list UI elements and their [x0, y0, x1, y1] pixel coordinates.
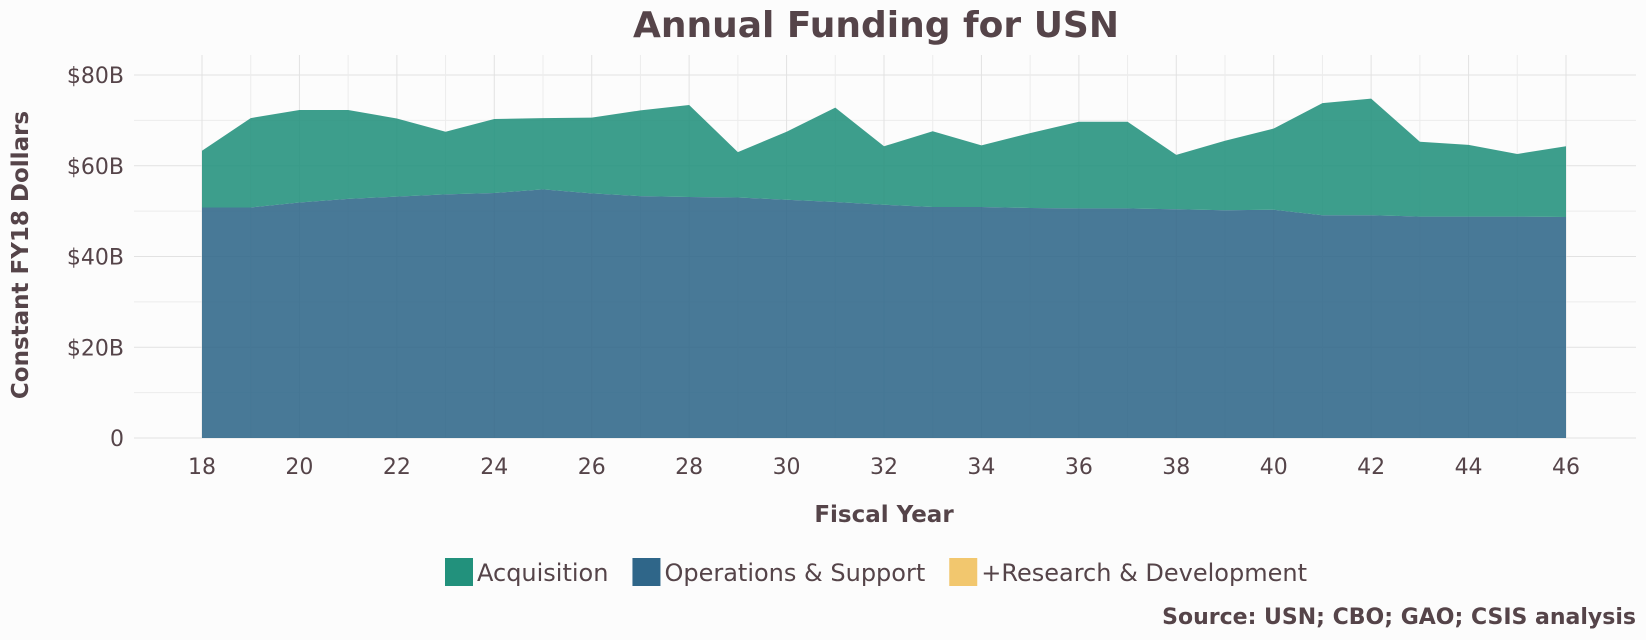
- x-tick-label: 22: [383, 455, 411, 480]
- y-axis-ticks: 0 $20B $40B $60B $80B: [67, 64, 124, 452]
- x-tick-label: 32: [870, 455, 898, 480]
- legend-label: Operations & Support: [664, 559, 925, 587]
- x-tick-label: 46: [1552, 455, 1580, 480]
- x-axis-title: Fiscal Year: [814, 502, 954, 528]
- legend-label: Acquisition: [477, 559, 608, 587]
- x-tick-label: 28: [675, 455, 703, 480]
- y-tick-label: 0: [110, 427, 124, 452]
- source-caption: Source: USN; CBO; GAO; CSIS analysis: [1162, 605, 1636, 630]
- legend-item: Operations & Support: [632, 558, 925, 587]
- legend-swatch: [632, 558, 661, 586]
- legend-item: +Research & Development: [949, 558, 1307, 587]
- chart-title: Annual Funding for USN: [633, 5, 1119, 46]
- x-tick-label: 34: [967, 455, 995, 480]
- y-tick-label: $40B: [67, 246, 124, 271]
- legend-item: Acquisition: [445, 558, 608, 587]
- y-tick-label: $60B: [67, 155, 124, 180]
- x-tick-label: 30: [773, 455, 801, 480]
- legend-label: +Research & Development: [981, 559, 1307, 587]
- area-acquisition: [202, 98, 1566, 218]
- x-axis-ticks: 18 20 22 24 26 28 30 32 34 36 38 40 42 44 46: [188, 455, 1580, 480]
- x-tick-label: 42: [1357, 455, 1385, 480]
- y-tick-label: $80B: [67, 64, 124, 89]
- x-tick-label: 18: [188, 455, 216, 480]
- x-tick-label: 26: [578, 455, 606, 480]
- x-tick-label: 24: [480, 455, 508, 480]
- x-tick-label: 44: [1455, 455, 1483, 480]
- x-tick-label: 40: [1260, 455, 1288, 480]
- x-tick-label: 36: [1065, 455, 1093, 480]
- legend: Acquisition Operations & Support +Research…: [445, 558, 1307, 587]
- area-operations-support: [202, 189, 1566, 438]
- legend-swatch: [949, 558, 978, 586]
- x-tick-label: 38: [1162, 455, 1190, 480]
- x-tick-label: 20: [285, 455, 313, 480]
- y-tick-label: $20B: [67, 336, 124, 361]
- stacked-areas: [202, 98, 1566, 438]
- y-axis-title: Constant FY18 Dollars: [8, 111, 34, 399]
- legend-swatch: [445, 558, 473, 586]
